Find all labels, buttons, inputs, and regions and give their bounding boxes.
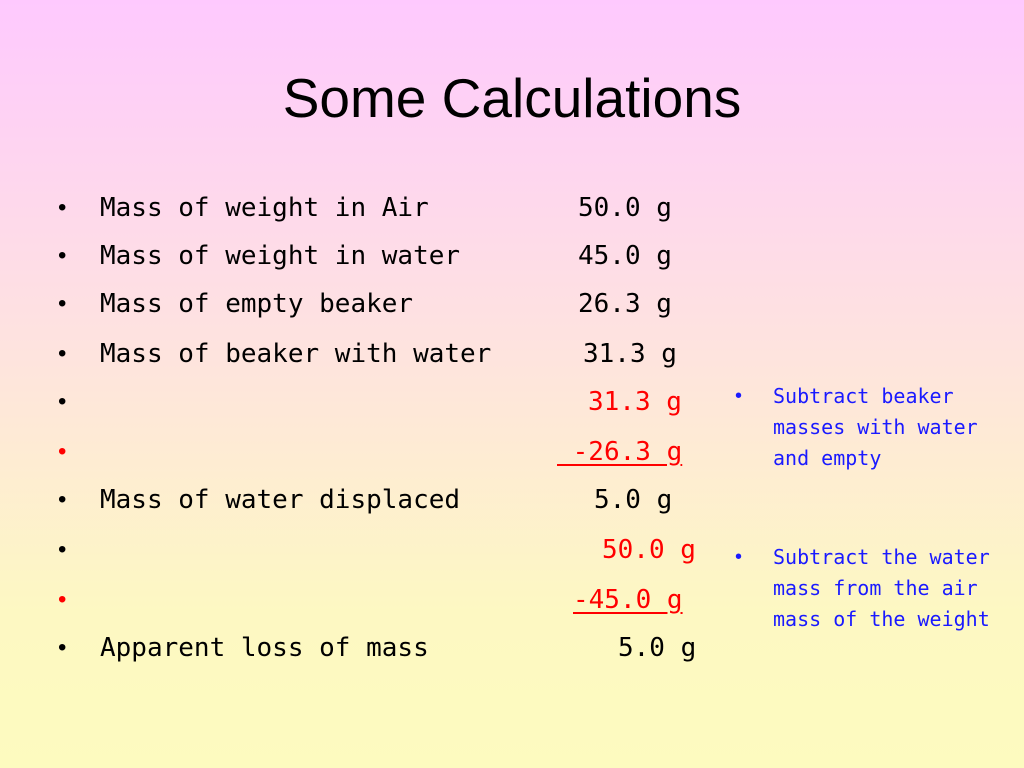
note-bullet: • — [735, 546, 743, 568]
bullet: • — [58, 634, 67, 661]
bullet: • — [58, 290, 67, 317]
row-value: 5.0 g — [594, 485, 673, 515]
row-value: 31.3 g — [588, 387, 682, 417]
row-value: 26.3 g — [578, 289, 672, 319]
list-item-water-displaced: • Mass of water displaced 5.0 g — [0, 480, 1024, 520]
note-bullet: • — [735, 385, 743, 407]
row-value: 50.0 g — [602, 535, 696, 565]
row-value: -45.0 g — [573, 585, 683, 615]
note-text: Subtract beaker masses with water and em… — [773, 384, 978, 470]
row-value: 45.0 g — [578, 241, 672, 271]
row-value: -26.3 g — [557, 437, 683, 467]
list-item-calc-1: • 31.3 g — [0, 382, 1024, 422]
bullet: • — [58, 486, 67, 513]
bullet: • — [58, 438, 67, 465]
row-label: Mass of beaker with water — [100, 339, 492, 369]
row-value: 5.0 g — [618, 633, 697, 663]
row-label: Mass of weight in Air — [100, 193, 429, 223]
bullet: • — [58, 586, 67, 613]
bullet: • — [58, 536, 67, 563]
list-item-calc-3: • 50.0 g — [0, 530, 1024, 570]
note-subtract-beaker: • Subtract beaker masses with water and … — [735, 381, 1015, 474]
row-label: Mass of empty beaker — [100, 289, 414, 319]
bullet: • — [58, 340, 67, 367]
slide-title: Some Calculations — [282, 67, 742, 129]
list-item-apparent-loss: • Apparent loss of mass 5.0 g — [0, 628, 1024, 668]
row-value: 50.0 g — [578, 193, 672, 223]
row-label: Mass of weight in water — [100, 241, 461, 271]
list-item-calc-2: • -26.3 g — [0, 432, 1024, 472]
bullet: • — [58, 388, 67, 415]
row-value: 31.3 g — [583, 339, 677, 369]
list-item-beaker-with-water: • Mass of beaker with water 31.3 g — [0, 334, 1024, 374]
note-subtract-water-mass: • Subtract the water mass from the air m… — [735, 542, 1015, 635]
list-item-water-mass: • Mass of weight in water 45.0 g — [0, 236, 1024, 276]
row-label: Mass of water displaced — [100, 485, 461, 515]
list-item-calc-4: • -45.0 g — [0, 580, 1024, 620]
note-text: Subtract the water mass from the air mas… — [773, 545, 990, 631]
row-label: Apparent loss of mass — [100, 633, 429, 663]
bullet: • — [58, 242, 67, 269]
list-item-empty-beaker: • Mass of empty beaker 26.3 g — [0, 284, 1024, 324]
bullet: • — [58, 194, 67, 221]
list-item-air-mass: • Mass of weight in Air 50.0 g — [0, 188, 1024, 228]
